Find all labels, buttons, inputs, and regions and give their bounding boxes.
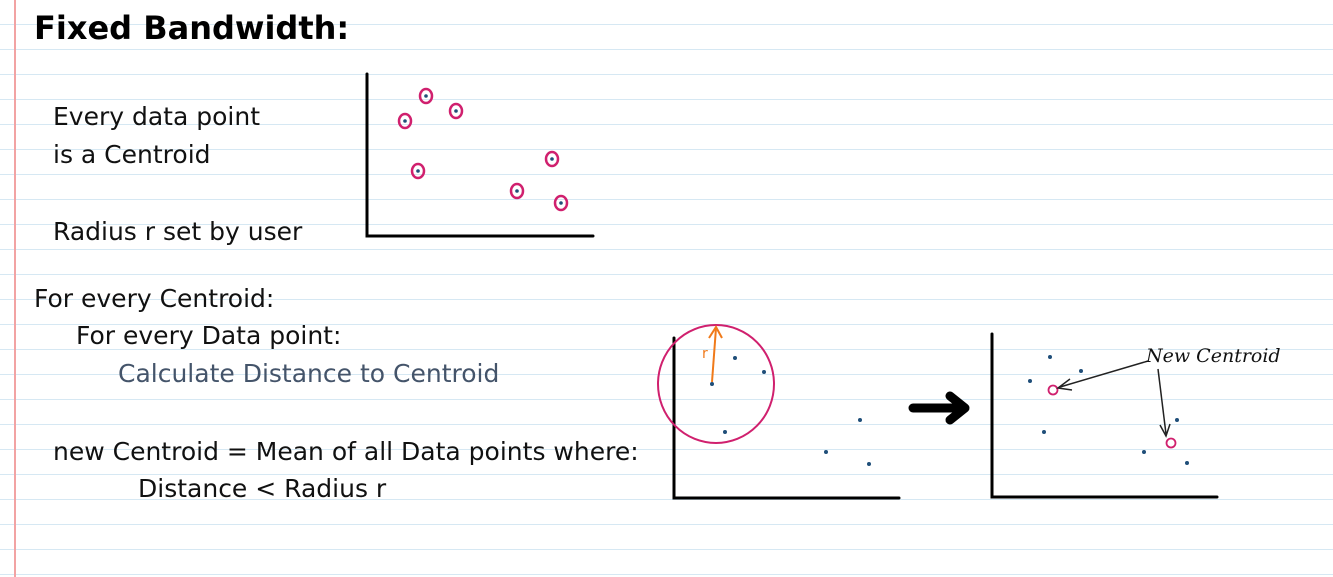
radius-plot-axes	[672, 336, 901, 500]
transition-arrow	[908, 391, 970, 425]
data-point	[858, 418, 862, 422]
radius-scatter-plot: r	[657, 324, 901, 500]
data-point	[762, 370, 766, 374]
new-centroid-marker	[1047, 384, 1059, 396]
notebook-margin-line	[14, 0, 16, 577]
data-point	[1028, 379, 1032, 383]
radius-label: r	[702, 346, 708, 362]
new-centroid-marker	[1165, 437, 1177, 449]
text-for-every-centroid: For every Centroid:	[34, 284, 275, 313]
data-point	[1048, 355, 1052, 359]
text-radius-set-by-user: Radius r set by user	[53, 217, 303, 246]
data-point	[1185, 461, 1189, 465]
data-point	[867, 462, 871, 466]
text-new-centroid-formula: new Centroid = Mean of all Data points w…	[53, 437, 639, 466]
new-centroid-pointer-arrow	[1056, 360, 1149, 391]
centroid-point	[410, 162, 426, 180]
top-plot-axes	[365, 72, 595, 238]
data-point	[824, 450, 828, 454]
text-calculate-distance: Calculate Distance to Centroid	[118, 359, 500, 388]
data-point	[1142, 450, 1146, 454]
text-distance-condition: Distance < Radius r	[138, 474, 387, 503]
centroid-point	[509, 182, 525, 200]
centroid-point	[544, 150, 560, 168]
radius-circle	[657, 324, 775, 444]
top-scatter-plot	[365, 72, 595, 238]
data-point	[1175, 418, 1179, 422]
text-for-every-data-point: For every Data point:	[76, 321, 342, 350]
data-point	[710, 382, 714, 386]
data-point	[1079, 369, 1083, 373]
new-centroid-label: New Centroid	[1145, 345, 1281, 367]
centroid-point	[553, 194, 569, 212]
radius-arrow	[708, 325, 723, 383]
data-point	[723, 430, 727, 434]
page-title: Fixed Bandwidth:	[34, 9, 350, 47]
data-point	[733, 356, 737, 360]
data-point	[1042, 430, 1046, 434]
new-centroid-pointer-arrow	[1157, 368, 1171, 438]
centroid-point	[448, 102, 464, 120]
text-is-a-centroid: is a Centroid	[53, 140, 211, 169]
new-centroid-plot: New Centroid	[990, 332, 1281, 499]
new-centroid-plot-axes	[990, 332, 1219, 499]
text-every-data-point: Every data point	[53, 102, 261, 131]
centroid-point	[397, 112, 413, 130]
centroid-point	[418, 87, 434, 105]
